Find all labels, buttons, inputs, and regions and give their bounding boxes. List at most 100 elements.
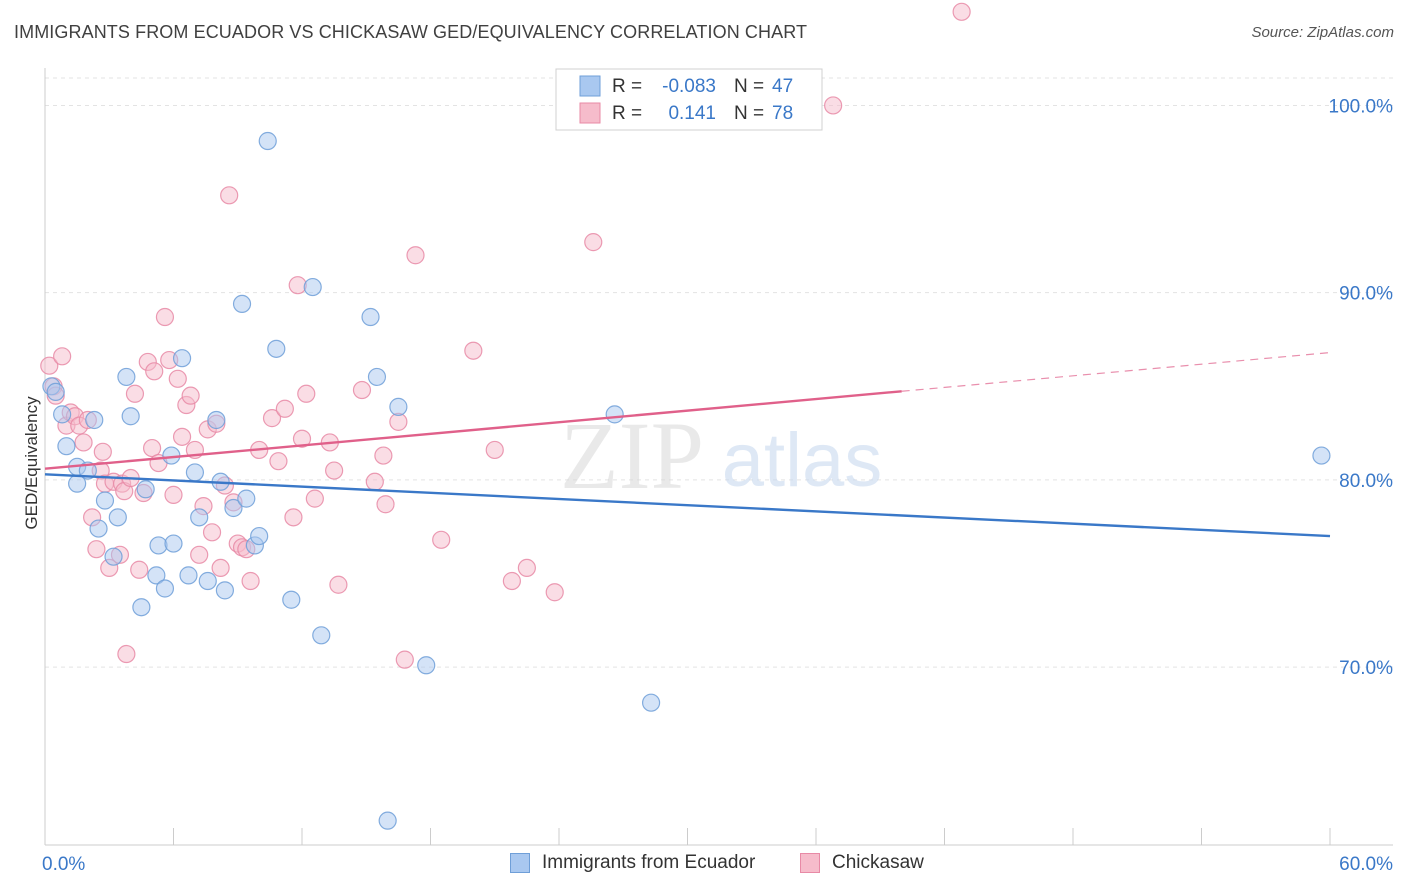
point-ecuador [250, 526, 269, 546]
y-axis-label: GED/Equivalency [22, 396, 41, 530]
point-ecuador [95, 491, 115, 510]
point-chickasaw [190, 545, 209, 564]
point-ecuador [641, 693, 661, 712]
point-chickasaw [241, 571, 260, 591]
point-chickasaw [181, 386, 200, 405]
stats-r-label-blue: R = [612, 76, 642, 97]
point-chickasaw [117, 644, 136, 664]
point-ecuador [190, 508, 209, 527]
point-chickasaw [220, 186, 239, 205]
point-ecuador [198, 571, 217, 591]
point-ecuador [237, 489, 256, 508]
point-chickasaw [325, 461, 344, 480]
point-chickasaw [172, 427, 192, 446]
point-ecuador [185, 463, 205, 482]
point-ecuador [147, 566, 166, 585]
axes [44, 68, 1393, 846]
point-chickasaw [485, 440, 504, 460]
point-chickasaw [211, 558, 230, 578]
legend-label-ecuador: Immigrants from Ecuador [542, 852, 756, 873]
point-chickasaw [87, 540, 106, 559]
point-ecuador [85, 410, 104, 430]
point-ecuador [155, 579, 175, 598]
trend-line-ecuador [44, 473, 1331, 538]
point-ecuador [117, 367, 136, 387]
point-chickasaw [93, 442, 112, 461]
point-ecuador [1312, 446, 1331, 465]
point-ecuador [108, 508, 127, 527]
legend-swatch-ecuador [510, 853, 530, 873]
stats-n-label-pink: N = [734, 103, 764, 124]
point-chickasaw [376, 495, 395, 514]
point-ecuador [224, 498, 243, 518]
trend-lines [44, 351, 1331, 538]
point-chickasaw [40, 356, 59, 375]
point-ecuador [136, 480, 155, 499]
y-tick-label: 100.0% [1329, 96, 1394, 117]
point-ecuador [267, 339, 286, 358]
point-chickasaw [155, 307, 175, 327]
point-ecuador [378, 811, 397, 830]
stats-n-value-pink: 78 [772, 103, 793, 124]
stats-n-value-blue: 47 [772, 76, 793, 97]
point-chickasaw [952, 2, 971, 21]
point-ecuador [282, 590, 301, 609]
point-chickasaw [288, 276, 307, 295]
point-chickasaw [352, 380, 372, 400]
stats-r-value-blue: -0.083 [662, 76, 716, 97]
point-chickasaw [824, 96, 843, 115]
legend-item-ecuador: Immigrants from Ecuador [510, 852, 755, 874]
point-chickasaw [517, 558, 536, 578]
point-ecuador [164, 534, 183, 553]
source-label: Source: ZipAtlas.com [1251, 24, 1394, 41]
point-ecuador [258, 131, 277, 151]
legend-item-chickasaw: Chickasaw [800, 852, 924, 874]
point-chickasaw [275, 399, 294, 418]
point-ecuador [89, 519, 108, 538]
y-tick-label: 90.0% [1339, 284, 1393, 305]
watermark-zip: ZIP [560, 402, 704, 509]
point-chickasaw [269, 452, 288, 471]
point-chickasaw [168, 369, 187, 388]
point-ecuador [303, 277, 322, 297]
point-chickasaw [262, 409, 282, 428]
point-ecuador [367, 367, 387, 387]
point-chickasaw [74, 433, 93, 452]
stats-swatch-pink [579, 102, 601, 124]
point-ecuador [46, 382, 65, 402]
legend-label-chickasaw: Chickasaw [832, 852, 924, 873]
point-ecuador [207, 410, 226, 430]
stats-n-label-blue: N = [734, 76, 764, 97]
stats-r-value-pink: 0.141 [668, 103, 716, 124]
point-chickasaw [202, 523, 222, 542]
point-chickasaw [164, 485, 183, 504]
point-chickasaw [284, 508, 303, 527]
point-chickasaw [374, 446, 393, 465]
point-ecuador [121, 407, 140, 426]
point-chickasaw [406, 246, 425, 265]
point-ecuador [132, 598, 151, 617]
point-chickasaw [584, 233, 603, 252]
point-ecuador [312, 626, 331, 645]
point-chickasaw [502, 571, 521, 591]
point-ecuador [417, 656, 436, 675]
point-chickasaw [329, 575, 348, 594]
point-ecuador [232, 294, 252, 314]
x-tick-label-min: 0.0% [42, 854, 85, 875]
point-chickasaw [305, 489, 324, 508]
point-chickasaw [130, 560, 149, 579]
point-chickasaw [292, 429, 312, 448]
point-chickasaw [297, 384, 316, 403]
chart-title: IMMIGRANTS FROM ECUADOR VS CHICKASAW GED… [14, 22, 808, 42]
trend-line-chickasaw-extension [901, 351, 1331, 392]
point-chickasaw [395, 650, 414, 669]
point-ecuador [53, 405, 72, 424]
stats-legend: R = -0.083 N = 47 R = 0.141 N = 78 [555, 68, 823, 131]
point-chickasaw [142, 438, 162, 458]
point-ecuador [179, 566, 198, 585]
stats-swatch-blue [579, 75, 601, 97]
point-ecuador [172, 349, 192, 368]
point-ecuador [361, 307, 380, 327]
tick-labels: 70.0% 80.0% 90.0% 100.0% 0.0% 60.0% [42, 96, 1393, 875]
